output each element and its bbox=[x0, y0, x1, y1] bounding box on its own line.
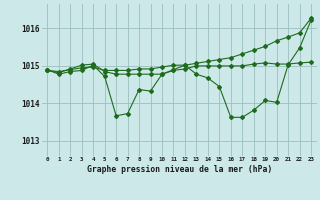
X-axis label: Graphe pression niveau de la mer (hPa): Graphe pression niveau de la mer (hPa) bbox=[87, 165, 272, 174]
